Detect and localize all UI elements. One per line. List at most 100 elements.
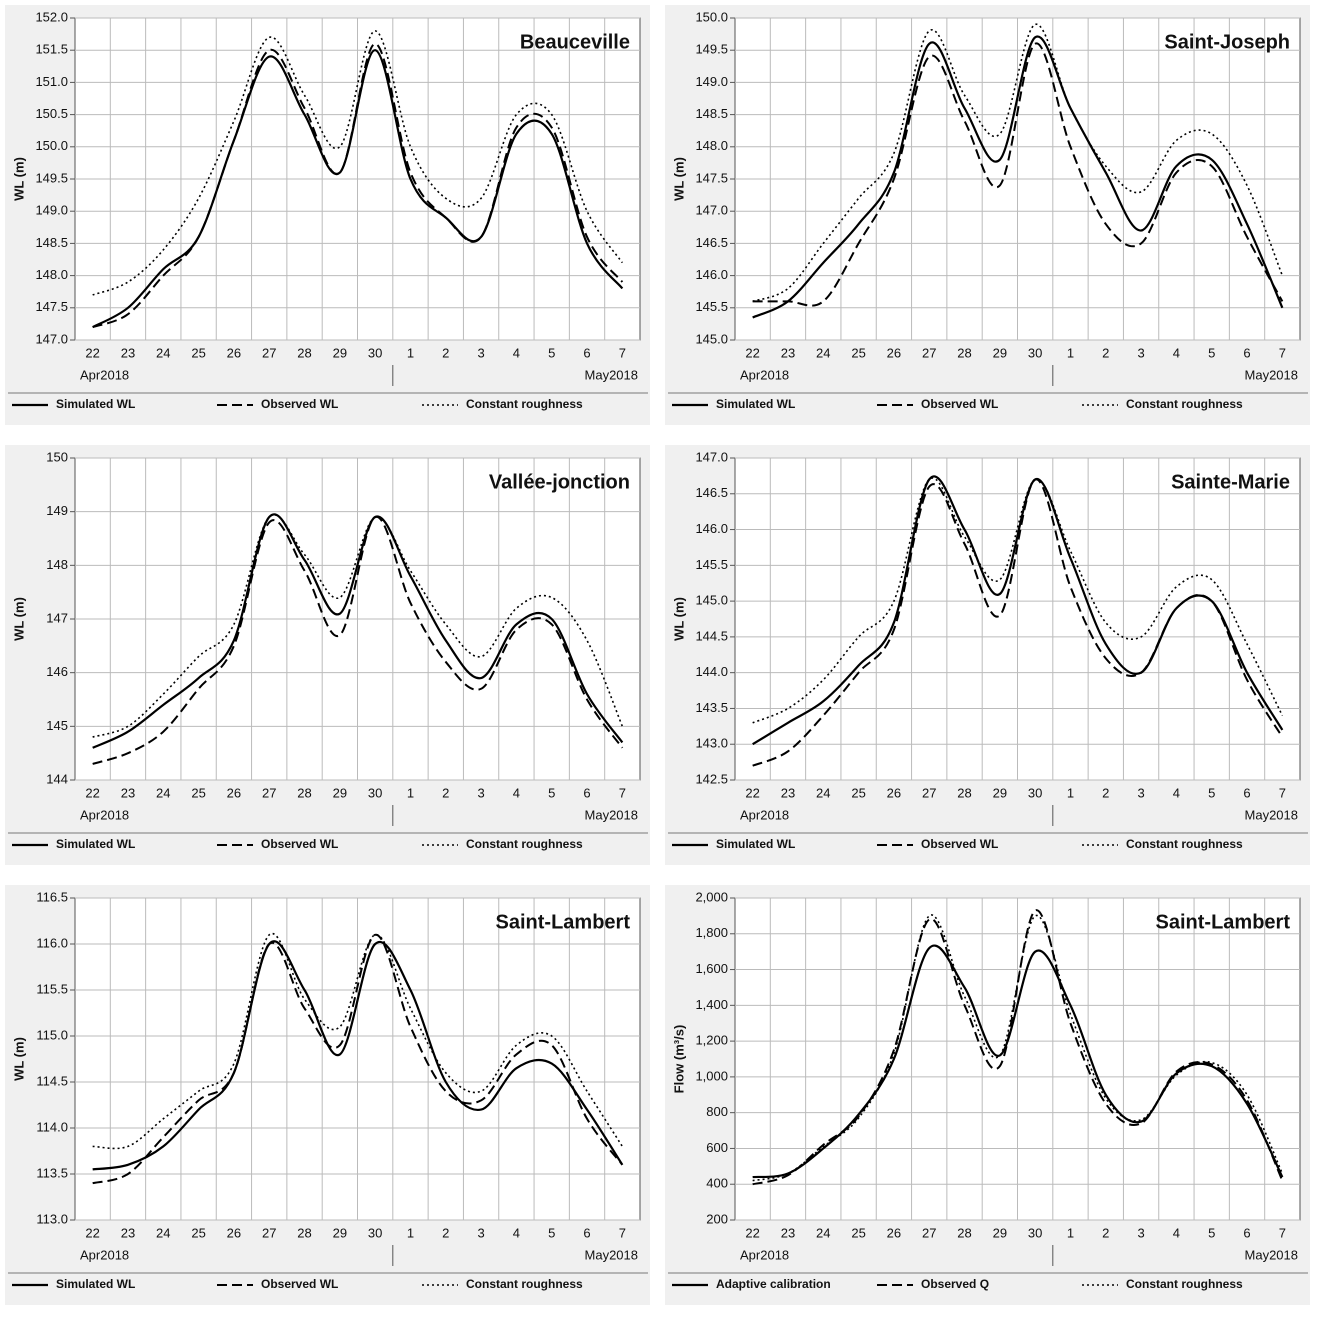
x-tick-label: 30 xyxy=(1028,1225,1042,1240)
month-label: May2018 xyxy=(585,367,638,382)
x-tick-label: 30 xyxy=(368,785,382,800)
x-tick-label: 30 xyxy=(1028,345,1042,360)
x-tick-label: 28 xyxy=(957,785,971,800)
y-tick-label: 149.5 xyxy=(35,170,68,185)
y-tick-label: 1,600 xyxy=(695,961,728,976)
x-tick-label: 29 xyxy=(993,1225,1007,1240)
y-tick-label: 1,800 xyxy=(695,925,728,940)
chart-title: Saint-Lambert xyxy=(496,911,631,933)
x-tick-label: 23 xyxy=(121,1225,135,1240)
legend-label: Constant roughness xyxy=(466,1277,583,1291)
x-tick-label: 5 xyxy=(548,345,555,360)
x-tick-label: 1 xyxy=(1067,345,1074,360)
y-tick-label: 147.0 xyxy=(695,203,728,218)
y-tick-label: 150.0 xyxy=(35,138,68,153)
series-line xyxy=(92,42,624,329)
legend-label: Constant roughness xyxy=(466,837,583,851)
y-tick-label: 145 xyxy=(46,718,68,733)
x-tick-label: 24 xyxy=(816,1225,830,1240)
x-tick-label: 4 xyxy=(1173,785,1180,800)
x-tick-label: 29 xyxy=(333,345,347,360)
series-line xyxy=(92,30,624,296)
y-tick-label: 142.5 xyxy=(695,771,728,786)
series-line xyxy=(92,513,624,749)
y-axis-title: WL (m) xyxy=(671,157,686,201)
x-tick-label: 3 xyxy=(1137,345,1144,360)
y-tick-label: 146 xyxy=(46,664,68,679)
y-tick-label: 147.0 xyxy=(695,449,728,464)
month-label: Apr2018 xyxy=(740,807,789,822)
x-tick-label: 4 xyxy=(513,785,520,800)
x-tick-label: 22 xyxy=(745,785,759,800)
y-tick-label: 150.0 xyxy=(695,9,728,24)
series-line xyxy=(752,477,1284,724)
month-label: May2018 xyxy=(1245,367,1298,382)
x-tick-label: 26 xyxy=(887,1225,901,1240)
x-tick-label: 25 xyxy=(851,785,865,800)
y-tick-label: 145.0 xyxy=(695,331,728,346)
x-tick-label: 22 xyxy=(85,785,99,800)
y-tick-label: 146.5 xyxy=(695,485,728,500)
y-tick-label: 146.0 xyxy=(695,521,728,536)
y-tick-label: 116.0 xyxy=(36,935,68,950)
x-tick-label: 7 xyxy=(619,345,626,360)
x-tick-label: 1 xyxy=(1067,1225,1074,1240)
y-tick-label: 146.5 xyxy=(695,235,728,250)
x-tick-label: 7 xyxy=(619,1225,626,1240)
x-tick-label: 26 xyxy=(227,1225,241,1240)
x-tick-label: 30 xyxy=(1028,785,1042,800)
y-tick-label: 143.5 xyxy=(695,700,728,715)
y-tick-label: 152.0 xyxy=(35,9,68,24)
legend-label: Observed WL xyxy=(921,837,998,851)
x-tick-label: 22 xyxy=(745,1225,759,1240)
legend-label: Constant roughness xyxy=(1126,397,1243,411)
month-label: Apr2018 xyxy=(740,1247,789,1262)
x-tick-label: 27 xyxy=(262,345,276,360)
y-tick-label: 2,000 xyxy=(695,889,728,904)
x-tick-label: 28 xyxy=(957,1225,971,1240)
legend-label: Observed WL xyxy=(261,397,338,411)
month-label: Apr2018 xyxy=(80,367,129,382)
month-label: Apr2018 xyxy=(740,367,789,382)
series-line xyxy=(752,909,1284,1186)
x-tick-label: 2 xyxy=(1102,1225,1109,1240)
x-tick-label: 24 xyxy=(156,345,170,360)
x-tick-label: 26 xyxy=(227,785,241,800)
x-tick-label: 25 xyxy=(851,1225,865,1240)
series-line xyxy=(752,42,1284,307)
y-tick-label: 144.0 xyxy=(695,664,728,679)
x-tick-label: 2 xyxy=(442,1225,449,1240)
x-tick-label: 26 xyxy=(887,345,901,360)
y-tick-label: 400 xyxy=(706,1176,728,1191)
x-tick-label: 30 xyxy=(368,1225,382,1240)
legend-label: Observed WL xyxy=(921,397,998,411)
x-tick-label: 2 xyxy=(1102,785,1109,800)
series-line xyxy=(92,932,624,1150)
x-tick-label: 6 xyxy=(583,1225,590,1240)
x-tick-label: 3 xyxy=(477,1225,484,1240)
x-tick-label: 4 xyxy=(513,345,520,360)
x-tick-label: 5 xyxy=(1208,785,1215,800)
x-tick-label: 30 xyxy=(368,345,382,360)
x-tick-label: 29 xyxy=(993,785,1007,800)
y-tick-label: 148.5 xyxy=(695,106,728,121)
x-tick-label: 27 xyxy=(922,785,936,800)
month-label: May2018 xyxy=(585,807,638,822)
y-tick-label: 116.5 xyxy=(36,889,68,904)
x-tick-label: 22 xyxy=(85,345,99,360)
x-tick-label: 23 xyxy=(121,345,135,360)
chart-title: Saint-Lambert xyxy=(1156,911,1291,933)
y-tick-label: 143.0 xyxy=(695,736,728,751)
series-line xyxy=(752,478,1284,767)
y-tick-label: 115.5 xyxy=(36,981,68,996)
series-line xyxy=(752,35,1284,319)
x-tick-label: 24 xyxy=(156,1225,170,1240)
series-line xyxy=(92,933,624,1185)
x-tick-label: 24 xyxy=(816,345,830,360)
x-tick-label: 1 xyxy=(1067,785,1074,800)
month-label: May2018 xyxy=(1245,1247,1298,1262)
legend-label: Observed WL xyxy=(261,837,338,851)
y-tick-label: 148.0 xyxy=(695,138,728,153)
chart-title: Saint-Joseph xyxy=(1164,31,1290,53)
